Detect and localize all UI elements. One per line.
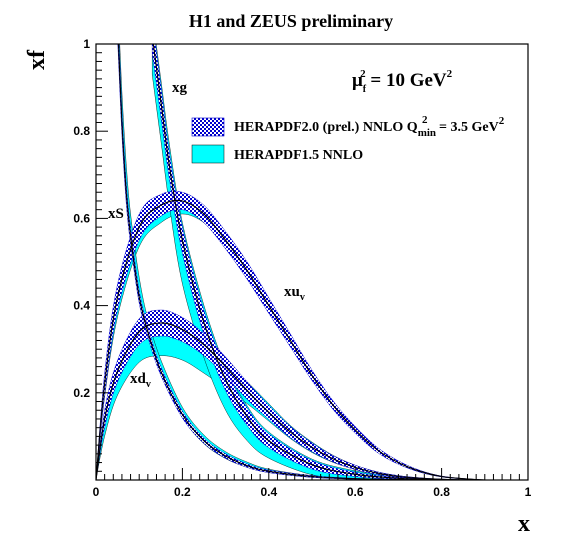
y-tick-label: 0.2 [73,386,90,400]
x-tick-label: 0.2 [174,485,191,499]
curve-label-xg: xg [172,80,188,96]
axis-ticks: 0 0.2 0.4 0.6 0.8 1 0.2 0.4 0.6 0.8 1 [73,37,531,499]
x-tick-label: 1 [525,485,532,499]
x-tick-label: 0.6 [347,485,364,499]
center-line-xg [152,44,442,480]
curve-label-xdv: xdv [130,371,151,390]
chart-title: H1 and ZEUS preliminary [189,11,393,31]
x-tick-label: 0 [93,485,100,499]
curve-label-xs: xS [108,206,124,222]
legend-label-herapdf20: HERAPDF2.0 (prel.) NNLO Qmin2 = 3.5 GeV2 [234,114,505,139]
curve-label-xuv: xuv [284,284,305,303]
center-line-xS [117,44,442,480]
y-tick-label: 0.8 [73,124,90,138]
x-tick-label: 0.4 [260,485,277,499]
scale-label: μf2 = 10 GeV2 [352,68,453,95]
y-tick-label: 1 [83,37,90,51]
x-axis-label: x [518,511,530,537]
y-axis-label: xf [24,49,50,70]
band-herapdf20-xS [117,44,442,480]
legend-swatch-herapdf20 [191,117,225,137]
y-tick-label: 0.6 [73,211,90,225]
legend: HERAPDF2.0 (prel.) NNLO Qmin2 = 3.5 GeV2… [191,114,505,164]
center-line-xdv [96,322,485,480]
y-tick-label: 0.4 [73,299,90,313]
x-tick-label: 0.8 [433,485,450,499]
legend-label-herapdf15: HERAPDF1.5 NNLO [234,148,363,163]
center-line-xuv [96,199,485,480]
legend-swatch-herapdf15 [191,144,225,164]
